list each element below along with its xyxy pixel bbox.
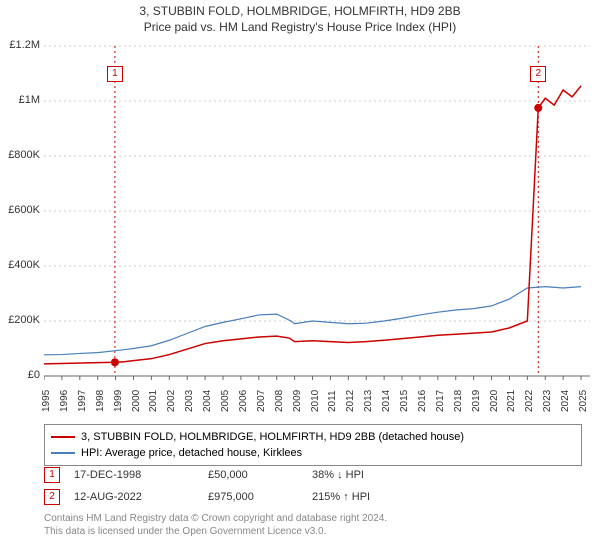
y-tick-label: £1.2M: [2, 39, 40, 51]
chart-subtitle: Price paid vs. HM Land Registry's House …: [0, 20, 600, 34]
event-pct: 215% ↑ HPI: [312, 491, 422, 503]
y-tick-label: £200K: [2, 314, 40, 326]
event-badge: 2: [44, 489, 60, 505]
event-badge: 1: [44, 467, 60, 483]
x-tick-label: 2019: [471, 372, 482, 412]
y-tick-label: £800K: [2, 149, 40, 161]
x-tick-label: 2005: [220, 372, 231, 412]
x-tick-label: 2004: [202, 372, 213, 412]
legend-swatch: [51, 452, 75, 454]
x-tick-label: 2016: [417, 372, 428, 412]
x-tick-label: 2012: [345, 372, 356, 412]
x-tick-label: 2014: [381, 372, 392, 412]
x-tick-label: 1997: [77, 372, 88, 412]
legend-swatch: [51, 436, 75, 438]
x-tick-label: 1999: [113, 372, 124, 412]
x-tick-label: 2011: [327, 372, 338, 412]
y-tick-label: £0: [2, 369, 40, 381]
x-tick-label: 1995: [41, 372, 52, 412]
event-pct: 38% ↓ HPI: [312, 469, 422, 481]
footer: Contains HM Land Registry data © Crown c…: [44, 512, 387, 538]
footer-line: Contains HM Land Registry data © Crown c…: [44, 512, 387, 525]
x-tick-label: 2007: [256, 372, 267, 412]
event-price: £975,000: [208, 491, 298, 503]
chart-title: 3, STUBBIN FOLD, HOLMBRIDGE, HOLMFIRTH, …: [0, 4, 600, 18]
event-row: 1 17-DEC-1998 £50,000 38% ↓ HPI: [44, 464, 422, 486]
x-tick-label: 2003: [184, 372, 195, 412]
legend-item: HPI: Average price, detached house, Kirk…: [51, 445, 575, 461]
footer-line: This data is licensed under the Open Gov…: [44, 525, 387, 538]
x-tick-label: 2010: [310, 372, 321, 412]
x-tick-label: 2017: [435, 372, 446, 412]
legend-label: HPI: Average price, detached house, Kirk…: [81, 447, 302, 459]
chart-svg: [44, 42, 590, 382]
x-tick-label: 2001: [148, 372, 159, 412]
event-price: £50,000: [208, 469, 298, 481]
x-tick-label: 2021: [506, 372, 517, 412]
x-tick-label: 2024: [560, 372, 571, 412]
legend-label: 3, STUBBIN FOLD, HOLMBRIDGE, HOLMFIRTH, …: [81, 431, 464, 443]
events-table: 1 17-DEC-1998 £50,000 38% ↓ HPI 2 12-AUG…: [44, 464, 422, 508]
x-tick-label: 2000: [131, 372, 142, 412]
x-tick-label: 1998: [95, 372, 106, 412]
x-tick-label: 2008: [274, 372, 285, 412]
event-date: 12-AUG-2022: [74, 491, 194, 503]
x-tick-label: 1996: [59, 372, 70, 412]
event-row: 2 12-AUG-2022 £975,000 215% ↑ HPI: [44, 486, 422, 508]
chart-area: [44, 42, 590, 382]
x-tick-label: 2006: [238, 372, 249, 412]
y-tick-label: £600K: [2, 204, 40, 216]
x-tick-label: 2023: [542, 372, 553, 412]
legend-item: 3, STUBBIN FOLD, HOLMBRIDGE, HOLMFIRTH, …: [51, 429, 575, 445]
x-tick-label: 2025: [578, 372, 589, 412]
x-tick-label: 2022: [524, 372, 535, 412]
y-tick-label: £400K: [2, 259, 40, 271]
x-tick-label: 2020: [489, 372, 500, 412]
x-tick-label: 2009: [292, 372, 303, 412]
x-tick-label: 2015: [399, 372, 410, 412]
x-tick-label: 2013: [363, 372, 374, 412]
x-tick-label: 2002: [166, 372, 177, 412]
legend: 3, STUBBIN FOLD, HOLMBRIDGE, HOLMFIRTH, …: [44, 424, 582, 466]
event-date: 17-DEC-1998: [74, 469, 194, 481]
y-tick-label: £1M: [2, 94, 40, 106]
event-marker-badge: 1: [107, 66, 123, 82]
x-tick-label: 2018: [453, 372, 464, 412]
event-marker-badge: 2: [530, 66, 546, 82]
